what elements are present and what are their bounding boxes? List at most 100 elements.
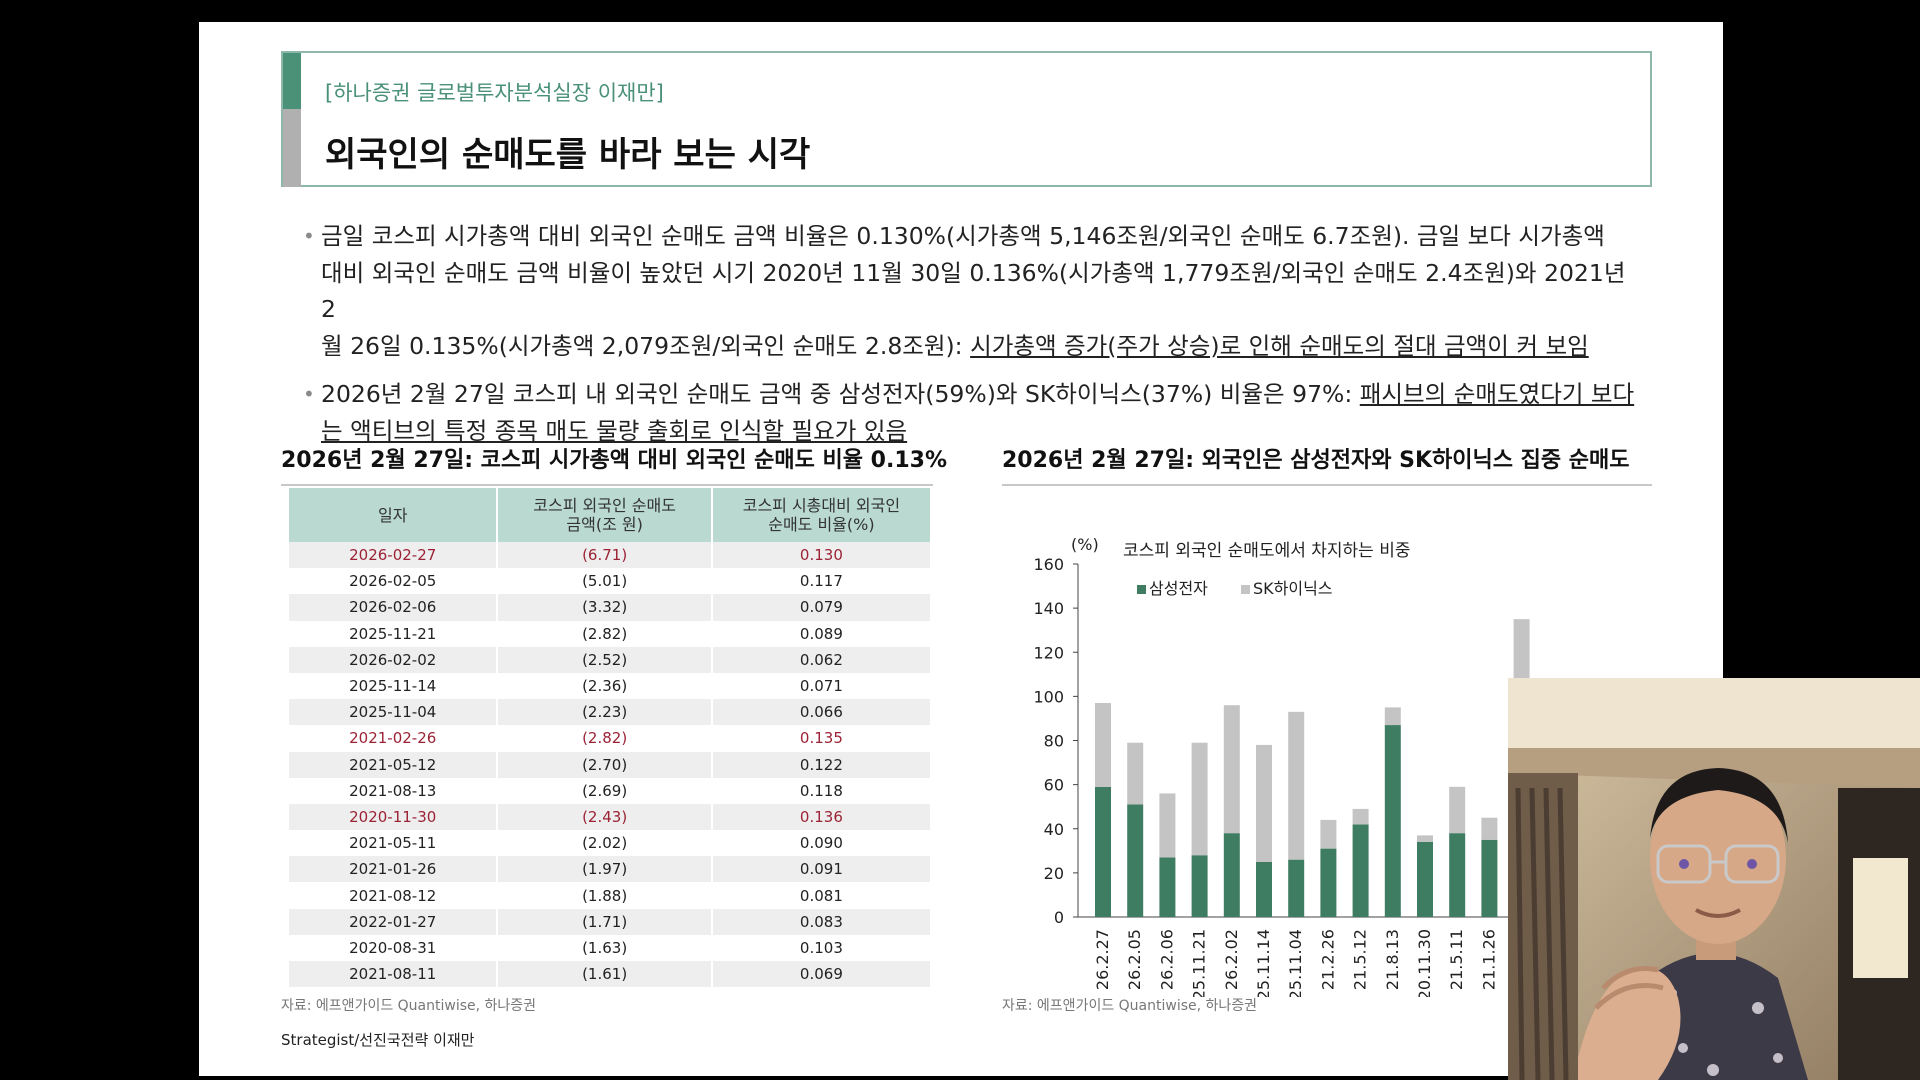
x-tick-label: 20.11.30 [1415,929,1434,997]
bar-segment-skhynix [1417,835,1433,842]
slide: [하나증권 글로벌투자분석실장 이재만] 외국인의 순매도를 바라 보는 시각 … [199,22,1723,1076]
table-row: 2026-02-02 (2.52) 0.062 [286,646,933,673]
bar-segment-samsung [1481,839,1498,917]
cell-amount: (2.36) [496,672,713,700]
bullet-dot-icon: • [303,224,315,248]
webcam-overlay [1508,678,1920,1080]
cell-date: 2025-11-14 [286,672,499,700]
cell-amount: (1.63) [496,934,713,961]
y-tick-label: 80 [1044,732,1064,751]
table-row: 2020-08-31 (1.63) 0.103 [286,934,933,961]
cell-amount: (6.71) [496,542,713,569]
cell-date: 2026-02-05 [286,568,499,595]
right-source-note: 자료: 에프앤가이드 Quantiwise, 하나증권 [1002,998,1258,1014]
table-row: 2025-11-21 (2.82) 0.089 [286,620,933,647]
cell-amount: (2.23) [496,699,713,726]
x-tick-label: 21.8.13 [1383,929,1402,990]
y-tick-label: 60 [1044,776,1064,795]
cell-ratio: 0.071 [710,672,933,700]
cell-date: 2021-08-11 [286,961,499,988]
cell-ratio: 0.103 [710,934,933,961]
presenter-video-frame [1508,678,1920,1080]
cell-ratio: 0.130 [710,542,933,569]
cell-date: 2021-08-12 [286,882,499,909]
cell-amount: (2.02) [496,830,713,857]
bar-segment-samsung [1223,833,1240,917]
bullet-1-line-1: 금일 코스피 시가총액 대비 외국인 순매도 금액 비율은 0.130%(시가총… [321,222,1605,250]
bar-segment-samsung [1256,861,1272,917]
x-tick-label: 21.5.11 [1447,929,1466,990]
cell-ratio: 0.083 [710,908,933,935]
cell-date: 2021-05-11 [286,830,499,857]
table-row: 2021-05-11 (2.02) 0.090 [286,830,933,857]
column-header-amount: 코스피 외국인 순매도 금액(조 원) [496,488,713,542]
cell-amount: (3.32) [496,594,713,621]
cell-date: 2026-02-06 [286,594,499,621]
cell-ratio: 0.091 [710,856,933,883]
bullet-2-underlined-2: 는 액티브의 특정 종목 매도 물량 출회로 인식할 필요가 있음 [321,416,908,445]
bar-segment-skhynix [1449,786,1466,834]
bullet-1-line-3: 월 26일 0.135%(시가총액 2,079조원/외국인 순매도 2.8조원)… [321,331,963,360]
cell-ratio: 0.135 [710,725,933,752]
cell-ratio: 0.066 [710,699,933,726]
cell-amount: (1.97) [496,856,713,883]
cell-ratio: 0.117 [710,568,933,595]
cell-date: 2020-08-31 [286,934,499,961]
bar-segment-samsung [1417,841,1433,917]
table-row: 2021-01-26 (1.97) 0.091 [286,856,933,883]
cell-amount: (2.70) [496,751,713,778]
table-row: 2021-08-12 (1.88) 0.081 [286,882,933,909]
bullet-2-line-1: 2026년 2월 27일 코스피 내 외국인 순매도 금액 중 삼성전자(59%… [321,380,1353,408]
bullet-list: • 금일 코스피 시가총액 대비 외국인 순매도 금액 비율은 0.130%(시… [283,218,1643,461]
title-box: [하나증권 글로벌투자분석실장 이재만] 외국인의 순매도를 바라 보는 시각 [281,51,1652,187]
page-title: 외국인의 순매도를 바라 보는 시각 [325,135,811,175]
cell-date: 2025-11-21 [286,620,499,647]
legend-label: SK하이닉스 [1253,579,1333,598]
bar-segment-skhynix [1127,742,1144,805]
bar-segment-samsung [1320,848,1337,917]
table-row: 2021-05-12 (2.70) 0.122 [286,751,933,778]
cell-amount: (2.82) [496,725,713,752]
cell-ratio: 0.079 [710,594,933,621]
x-tick-label: 26.2.06 [1157,929,1176,990]
table-row: 2026-02-27 (6.71) 0.130 [286,542,933,569]
y-tick-label: 100 [1033,687,1064,706]
left-source-note: 자료: 에프앤가이드 Quantiwise, 하나증권 [281,998,537,1014]
table-row: 2021-08-13 (2.69) 0.118 [286,777,933,804]
bar-segment-samsung [1449,833,1466,917]
y-tick-label: 20 [1044,864,1064,883]
cell-ratio: 0.090 [710,830,933,857]
bullet-item-2: • 2026년 2월 27일 코스피 내 외국인 순매도 금액 중 삼성전자(5… [283,376,1643,449]
x-tick-label: 21.5.12 [1351,929,1370,990]
x-tick-label: 21.1.26 [1479,929,1498,990]
bar-segment-skhynix [1223,705,1240,834]
cell-ratio: 0.062 [710,646,933,673]
net-selling-table: 일자 코스피 외국인 순매도 금액(조 원) 코스피 시총대비 외국인 순매도 … [286,488,933,988]
legend-swatch [1137,585,1146,594]
bar-segment-skhynix [1320,819,1337,849]
cell-date: 2020-11-30 [286,803,499,831]
left-section-title: 2026년 2월 27일: 코스피 시가총액 대비 외국인 순매도 비율 0.1… [281,448,948,473]
y-unit-label: (%) [1071,535,1099,554]
bar-segment-skhynix [1159,793,1176,858]
table-body: 2026-02-27 (6.71) 0.130 2026-02-05 (5.01) 0.1… [286,542,933,988]
table-row: 2020-11-30 (2.43) 0.136 [286,803,933,831]
cell-date: 2021-01-26 [286,856,499,883]
header-subtitle: [하나증권 글로벌투자분석실장 이재만] [325,81,664,105]
y-tick-label: 160 [1033,555,1064,574]
column-header-ratio: 코스피 시총대비 외국인 순매도 비율(%) [710,488,933,542]
cell-date: 2026-02-27 [286,542,499,569]
x-tick-label: 25.11.04 [1286,929,1305,997]
cell-amount: (2.52) [496,646,713,673]
y-tick-label: 140 [1033,599,1064,618]
cell-date: 2021-05-12 [286,751,499,778]
cell-amount: (1.61) [496,961,713,988]
cell-date: 2026-02-02 [286,646,499,673]
table-row: 2026-02-05 (5.01) 0.117 [286,568,933,595]
legend-swatch [1241,585,1250,594]
bullet-2-underlined-1: 패시브의 순매도였다기 보다 [1359,380,1635,408]
cell-date: 2022-01-27 [286,908,499,935]
bullet-1-underlined: 시가총액 증가(주가 상승)로 인해 순매도의 절대 금액이 커 보임 [970,331,1589,360]
x-tick-label: 26.2.27 [1093,929,1112,990]
bar-segment-samsung [1159,857,1176,917]
